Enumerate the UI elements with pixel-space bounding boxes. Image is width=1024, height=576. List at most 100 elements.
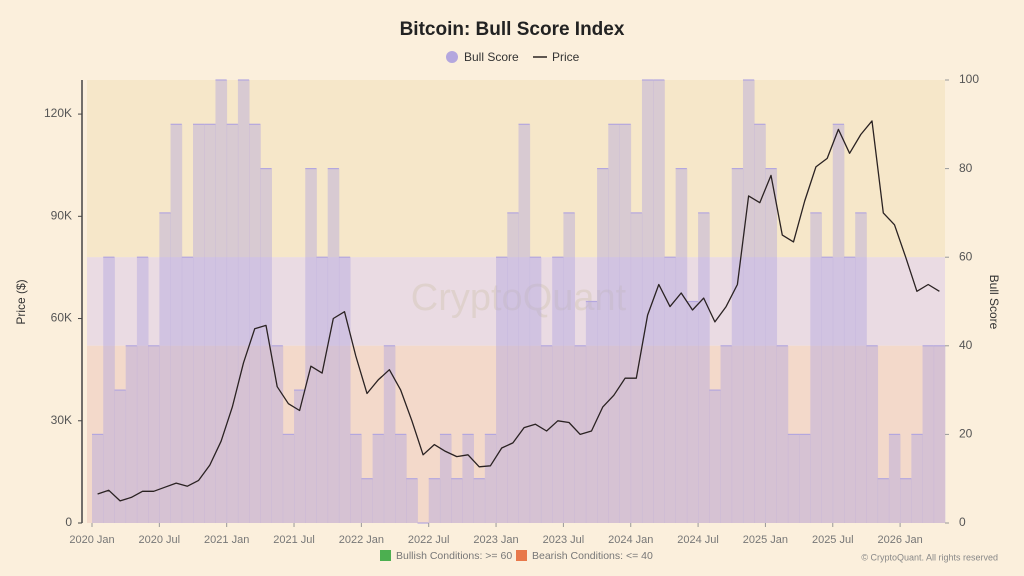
bull-score-step — [698, 212, 710, 523]
x-tick-label: 2023 Jul — [543, 534, 585, 546]
bull-score-step — [799, 434, 811, 523]
bull-score-step — [451, 478, 463, 523]
bull-score-step — [888, 434, 901, 523]
band-legend-label: Bearish Conditions: <= 40 — [532, 550, 653, 562]
bull-score-step — [843, 257, 856, 523]
bull-score-step — [327, 168, 340, 523]
bull-score-step — [462, 434, 475, 523]
bull-score-step — [148, 345, 160, 523]
bull-score-step — [900, 478, 912, 523]
bull-score-step — [271, 345, 284, 523]
x-tick-label: 2023 Jan — [473, 534, 518, 546]
bull-score-step — [193, 124, 205, 524]
y2-tick-label: 40 — [959, 338, 973, 352]
y-tick-label: 0 — [65, 515, 72, 529]
bull-score-step — [103, 257, 115, 523]
y2-tick-label: 0 — [959, 515, 966, 529]
bull-score-step — [282, 434, 295, 523]
x-tick-label: 2025 Jan — [743, 534, 788, 546]
bull-score-step — [159, 212, 171, 523]
bull-score-step — [866, 345, 879, 523]
bull-score-step — [204, 124, 216, 524]
bull-score-step — [552, 257, 564, 523]
bull-score-step — [338, 257, 351, 523]
y-tick-label: 60K — [51, 311, 72, 325]
y2-tick-label: 20 — [959, 427, 973, 441]
bull-score-step — [226, 124, 239, 524]
bull-score-step — [585, 301, 598, 523]
bull-score-step — [372, 434, 385, 523]
y2-tick-label: 100 — [959, 72, 979, 86]
bull-score-step — [653, 80, 665, 523]
bull-score-step — [776, 345, 789, 523]
bull-score-step — [619, 124, 632, 524]
bull-score-step — [249, 124, 261, 524]
x-tick-label: 2020 Jan — [69, 534, 114, 546]
bull-score-step — [810, 212, 822, 523]
bull-score-step — [742, 80, 755, 523]
bull-score-step — [877, 478, 890, 523]
x-tick-label: 2024 Jul — [677, 534, 719, 546]
bull-score-step — [406, 478, 418, 523]
bull-score-step — [496, 257, 508, 523]
bull-score-step — [686, 301, 699, 523]
y-axis-label: Price ($) — [14, 279, 28, 324]
bull-score-step — [395, 434, 407, 523]
price-line — [97, 120, 940, 502]
bull-score-step — [630, 212, 643, 523]
y2-axis-label: Bull Score — [987, 275, 1001, 330]
bull-score-step — [484, 434, 497, 523]
bull-score-step — [922, 345, 935, 523]
x-tick-label: 2021 Jan — [204, 534, 249, 546]
bull-score-step — [731, 168, 744, 523]
bull-score-step — [439, 434, 452, 523]
band-legend-label: Bullish Conditions: >= 60 — [396, 550, 512, 562]
y-tick-label: 120K — [44, 106, 72, 120]
bull-score-step — [675, 168, 688, 523]
bull-score-step — [237, 80, 250, 523]
bull-score-step — [933, 345, 946, 523]
band-swatch — [380, 550, 391, 561]
bull-score-step — [507, 212, 519, 523]
x-tick-label: 2022 Jul — [408, 534, 450, 546]
bull-score-step — [305, 168, 317, 523]
bull-score-step — [215, 80, 228, 523]
y2-tick-label: 80 — [959, 161, 973, 175]
copyright: © CryptoQuant. All rights reserved — [861, 552, 998, 562]
bull-score-step — [911, 434, 923, 523]
band-swatch — [516, 550, 527, 561]
bull-score-step — [473, 478, 486, 523]
bull-score-step — [720, 345, 733, 523]
watermark: CryptoQuant — [411, 277, 627, 319]
x-tick-label: 2026 Jan — [877, 534, 922, 546]
chart-title: Bitcoin: Bull Score Index — [400, 19, 625, 40]
bull-score-step — [709, 390, 721, 523]
legend-label: Price — [552, 50, 580, 64]
bull-score-step — [787, 434, 800, 523]
bull-score-step — [260, 168, 272, 523]
bull-score-step — [821, 257, 834, 523]
bull-score-step — [316, 257, 329, 523]
bull-score-step — [92, 434, 104, 523]
neutral-band — [87, 257, 945, 346]
bull-score-step — [855, 212, 867, 523]
bull-score-step — [181, 257, 194, 523]
legend-label: Bull Score — [464, 50, 519, 64]
bull-score-step — [518, 124, 531, 524]
bull-score-step — [832, 124, 845, 524]
bull-score-step — [765, 168, 778, 523]
bull-score-step — [125, 345, 138, 523]
x-tick-label: 2020 Jul — [139, 534, 181, 546]
x-tick-label: 2022 Jan — [339, 534, 384, 546]
bull-score-step — [383, 345, 396, 523]
bull-score-step — [563, 212, 576, 523]
bullish-band — [87, 80, 945, 258]
bull-score-step — [540, 345, 553, 523]
y-tick-label: 90K — [51, 208, 72, 222]
bull-score-step — [114, 390, 127, 523]
bull-score-step — [597, 168, 609, 523]
x-tick-label: 2024 Jan — [608, 534, 653, 546]
y-tick-label: 30K — [51, 413, 72, 427]
bull-score-step — [529, 257, 542, 523]
